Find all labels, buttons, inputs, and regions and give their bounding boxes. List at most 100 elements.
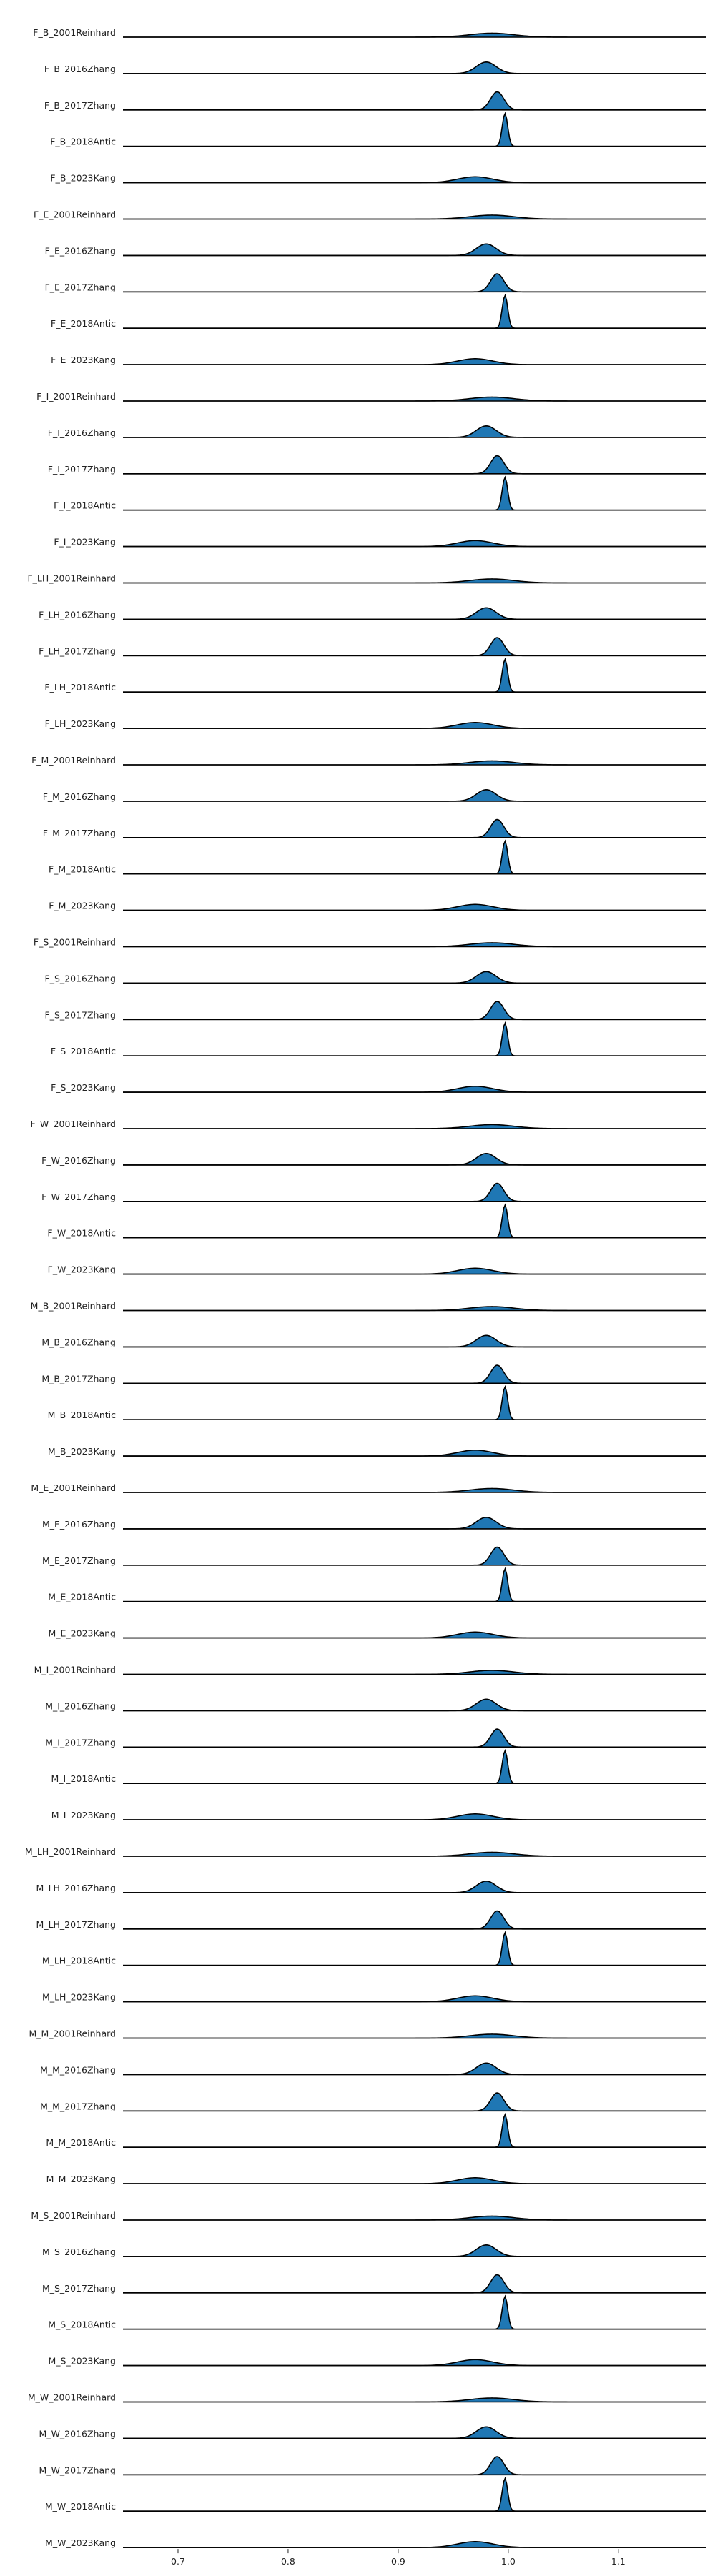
ridge-fill	[123, 2244, 706, 2257]
row-label: M_B_2023Kang	[48, 1446, 116, 1457]
row-label: F_W_2018Antic	[47, 1228, 116, 1239]
ridge-fill	[123, 177, 706, 183]
ridge-fill	[123, 214, 706, 219]
row-label: M_B_2016Zhang	[41, 1337, 116, 1347]
ridge-outline	[123, 1267, 706, 1275]
ridge-fill	[123, 1023, 706, 1056]
ridge-outline	[123, 1182, 706, 1202]
ridge-outline	[123, 942, 706, 948]
ridge-fill	[123, 1699, 706, 1711]
ridge-outline	[123, 788, 706, 802]
x-tick-label: 0.8	[281, 2556, 295, 2567]
row-label: M_I_2017Zhang	[45, 1737, 116, 1748]
row-label: F_S_2017Zhang	[45, 1009, 116, 1020]
ridge-fill	[123, 1996, 706, 2002]
x-tick-label: 0.9	[391, 2556, 405, 2567]
ridge-fill	[123, 91, 706, 110]
row-label: M_E_2018Antic	[48, 1592, 116, 1602]
ridge-row: F_S_2018Antic	[51, 1021, 706, 1056]
ridge-fill	[123, 1547, 706, 1565]
row-label: M_LH_2023Kang	[42, 1992, 116, 2003]
row-label: M_E_2001Reinhard	[31, 1482, 116, 1493]
ridge-fill	[123, 2397, 706, 2402]
ridge-row: M_LH_2001Reinhard	[25, 1846, 706, 1857]
ridge-fill	[123, 2478, 706, 2512]
ridge-fill	[123, 2177, 706, 2184]
ridge-row: F_E_2023Kang	[51, 355, 706, 365]
row-label: F_W_2001Reinhard	[30, 1119, 116, 1129]
row-label: F_B_2001Reinhard	[33, 27, 116, 38]
ridge-fill	[123, 2274, 706, 2293]
ridge-row: M_E_2001Reinhard	[31, 1482, 706, 1493]
ridge-outline	[123, 2177, 706, 2184]
ridge-outline	[123, 1021, 706, 1056]
ridge-fill	[123, 1306, 706, 1311]
row-label: F_M_2018Antic	[49, 864, 116, 875]
row-label: M_M_2016Zhang	[40, 2064, 116, 2075]
ridge-outline	[123, 2294, 706, 2330]
ridge-fill	[123, 2216, 706, 2220]
ridge-fill	[123, 397, 706, 401]
ridge-row: M_M_2023Kang	[46, 2174, 706, 2184]
row-label: M_S_2001Reinhard	[31, 2210, 116, 2221]
ridge-fill	[123, 1670, 706, 1675]
ridge-fill	[123, 819, 706, 838]
ridge-fill	[123, 244, 706, 256]
ridge-fill	[123, 659, 706, 693]
row-label: F_M_2023Kang	[49, 901, 116, 911]
row-label: F_B_2017Zhang	[44, 100, 116, 111]
ridge-row: M_W_2017Zhang	[39, 2456, 706, 2475]
ridge-outline	[123, 1567, 706, 1602]
ridge-row: F_B_2018Antic	[50, 112, 706, 147]
ridge-row: F_W_2018Antic	[47, 1203, 706, 1239]
ridge-row: M_I_2017Zhang	[45, 1728, 706, 1748]
ridge-row: F_I_2018Antic	[54, 475, 706, 511]
ridge-row: M_M_2001Reinhard	[29, 2028, 706, 2039]
ridge-row: M_E_2016Zhang	[42, 1516, 706, 1530]
row-label: F_S_2023Kang	[51, 1082, 116, 1093]
ridge-fill	[123, 1932, 706, 1966]
row-label: F_LH_2018Antic	[44, 682, 116, 693]
row-label: F_S_2001Reinhard	[34, 937, 116, 948]
row-label: M_I_2001Reinhard	[34, 1665, 116, 1675]
ridge-row: M_B_2001Reinhard	[31, 1301, 706, 1312]
ridge-row: M_B_2018Antic	[48, 1384, 706, 1420]
row-label: M_LH_2001Reinhard	[25, 1846, 116, 1857]
row-label: M_S_2018Antic	[48, 2319, 116, 2330]
ridge-row: M_S_2001Reinhard	[31, 2210, 706, 2221]
ridge-outline	[123, 1546, 706, 1566]
row-label: F_LH_2017Zhang	[39, 645, 116, 656]
x-tick-label: 0.7	[171, 2556, 185, 2567]
ridge-outline	[123, 1086, 706, 1093]
ridge-fill	[123, 2541, 706, 2548]
ridge-fill	[123, 971, 706, 984]
ridge-outline	[123, 657, 706, 693]
ridge-fill	[123, 455, 706, 474]
ridge-fill	[123, 608, 706, 620]
row-label: M_M_2023Kang	[46, 2174, 116, 2184]
ridge-fill	[123, 1001, 706, 1020]
ridge-outline	[123, 1813, 706, 1820]
ridge-row: F_W_2001Reinhard	[30, 1119, 706, 1129]
ridge-fill	[123, 113, 706, 147]
row-label: F_E_2023Kang	[51, 355, 116, 365]
ridge-row: M_W_2023Kang	[45, 2537, 706, 2548]
ridge-row: F_I_2023Kang	[54, 537, 706, 548]
ridge-fill	[123, 1750, 706, 1784]
ridge-fill	[123, 578, 706, 583]
ridge-outline	[123, 1334, 706, 1348]
row-label: M_E_2023Kang	[49, 1628, 117, 1639]
row-label: M_W_2016Zhang	[39, 2428, 116, 2439]
ridge-outline	[123, 2274, 706, 2294]
row-label: M_E_2017Zhang	[42, 1555, 116, 1566]
ridge-outline	[123, 2397, 706, 2403]
row-label: M_W_2023Kang	[45, 2537, 116, 2548]
ridge-fill	[123, 540, 706, 547]
ridge-outline	[123, 396, 706, 402]
ridge-outline	[123, 2359, 706, 2367]
ridge-row: M_S_2023Kang	[48, 2356, 706, 2367]
ridge-fill	[123, 2063, 706, 2075]
ridge-row: F_B_2001Reinhard	[33, 27, 706, 38]
ridge-row: M_LH_2023Kang	[42, 1992, 706, 2003]
